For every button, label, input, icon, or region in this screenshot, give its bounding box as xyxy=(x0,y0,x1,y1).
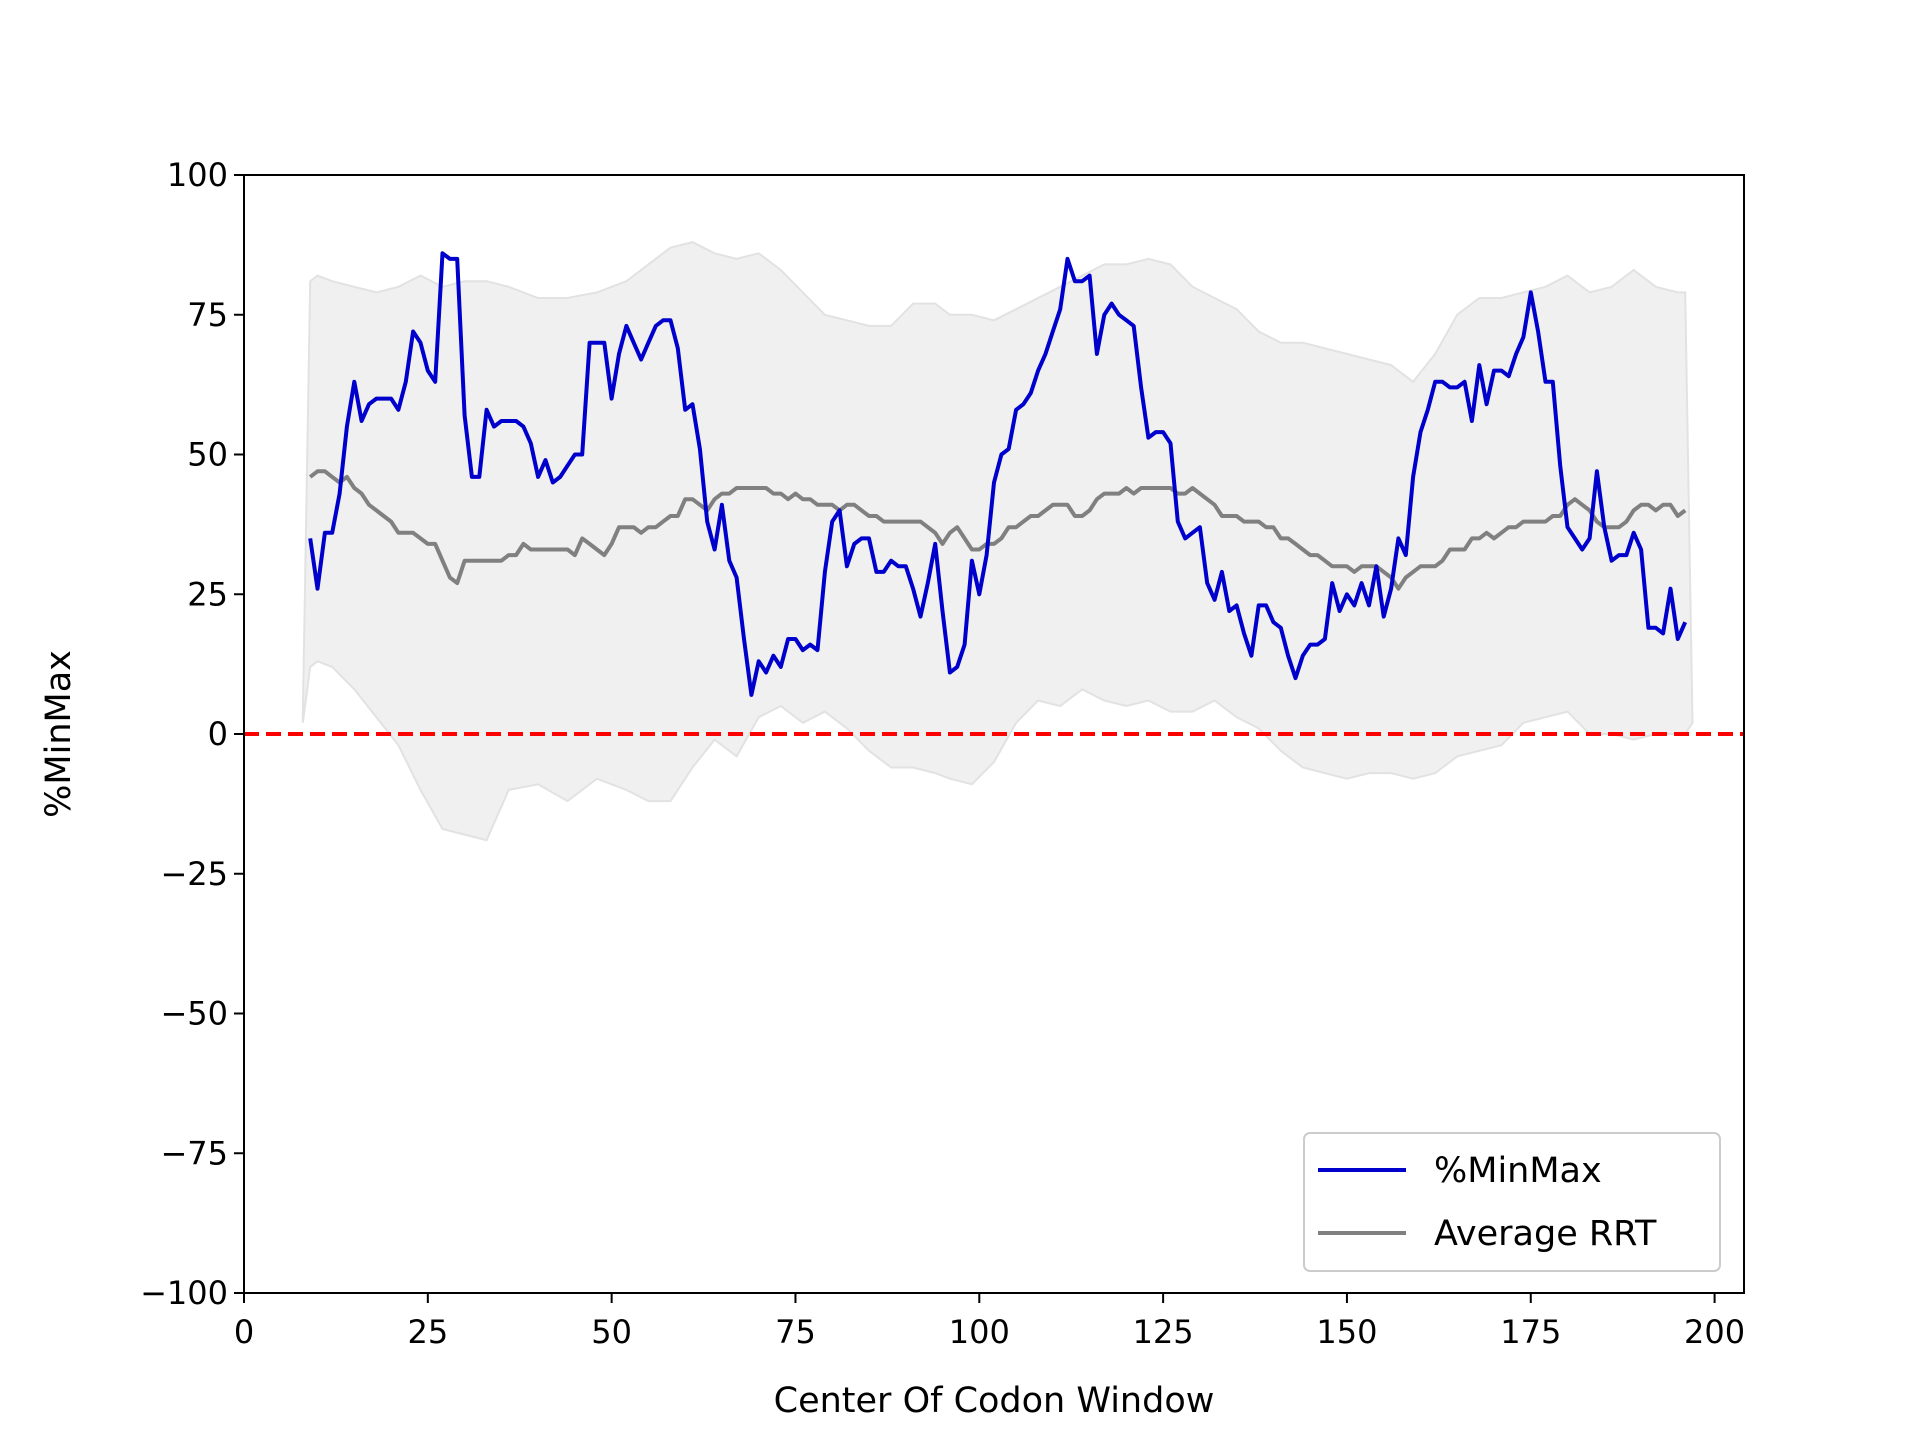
x-axis-label: Center Of Codon Window xyxy=(774,1381,1215,1421)
series-line-average-rrt xyxy=(308,469,1687,591)
y-tick-label: 50 xyxy=(187,436,228,474)
y-tick-label: 0 xyxy=(208,715,228,753)
x-tick-label: 150 xyxy=(1316,1313,1377,1351)
x-tick-label: 175 xyxy=(1500,1313,1561,1351)
x-tick-label: 75 xyxy=(775,1313,816,1351)
x-tick-label: 50 xyxy=(591,1313,632,1351)
y-tick-label: 75 xyxy=(187,296,228,334)
x-tick-label: 125 xyxy=(1133,1313,1194,1351)
series-layer xyxy=(308,251,1688,697)
legend: %MinMax Average RRT xyxy=(1303,1132,1721,1272)
y-tick-label: −50 xyxy=(160,995,228,1033)
y-tick-label: −75 xyxy=(160,1134,228,1172)
series-line-minmax xyxy=(308,251,1688,697)
y-tick-label: −25 xyxy=(160,855,228,893)
y-axis-label: %MinMax xyxy=(39,650,79,818)
y-tick-label: −100 xyxy=(140,1274,228,1312)
x-tick-label: 200 xyxy=(1684,1313,1745,1351)
x-tick-label: 25 xyxy=(407,1313,448,1351)
x-tick-label: 100 xyxy=(949,1313,1010,1351)
legend-label-average-rrt: Average RRT xyxy=(1434,1214,1657,1254)
x-axis-ticks: 0 25 50 75 100 125 150 175 200 xyxy=(234,1293,1745,1351)
legend-box xyxy=(1303,1132,1721,1272)
x-tick-label: 0 xyxy=(234,1313,254,1351)
y-tick-label: 25 xyxy=(187,575,228,613)
legend-label-minmax: %MinMax xyxy=(1434,1151,1602,1191)
y-tick-label: 100 xyxy=(167,156,228,194)
y-axis-ticks: 100 75 50 25 0 −25 −50 −75 −100 xyxy=(140,156,244,1312)
